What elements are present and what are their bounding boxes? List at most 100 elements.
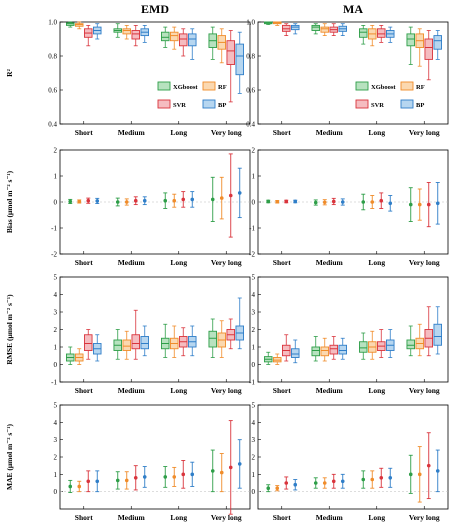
y-tick-label: 3 (252, 309, 256, 317)
box-xgboost (311, 24, 321, 31)
y-tick-label: 4 (252, 291, 256, 299)
y-tick-label: 5 (54, 274, 58, 282)
mean-point-svr (379, 476, 384, 480)
x-tick-label: Very long (409, 128, 440, 137)
panel-ma-1: -2 -1 0 1 2 Short Medium Long Very long (249, 147, 449, 267)
mean-point-bp (237, 191, 242, 195)
box-svr (178, 33, 188, 47)
mean-point-rf (219, 196, 224, 200)
legend-swatch-xgboost (157, 81, 171, 91)
legend-swatch-bp (400, 99, 414, 109)
x-tick-label: Long (368, 386, 385, 395)
box-rf (320, 26, 330, 33)
box-svr (131, 30, 140, 40)
y-tick-label: 5 (252, 402, 256, 410)
box-xgboost (160, 31, 170, 42)
y-tick-label: 1 (252, 471, 256, 479)
mean-point-xgboost (210, 469, 215, 473)
y-tick-label: 0 (252, 199, 256, 207)
mean-point-svr (133, 198, 138, 203)
mean-point-rf (322, 200, 327, 205)
mean-point-svr (228, 465, 233, 470)
box-xgboost (311, 346, 321, 357)
y-tick-label: 4 (54, 291, 58, 299)
x-tick-label: Long (368, 258, 385, 267)
mean-point-bp (95, 199, 100, 203)
x-tick-label: Long (170, 513, 187, 522)
y-axis-label: Bias (μmol m⁻² s⁻¹) (5, 170, 14, 233)
x-tick-label: Medium (316, 386, 344, 395)
box-bp (291, 348, 300, 358)
box-xgboost (406, 339, 416, 350)
y-tick-label: 1 (54, 471, 58, 479)
legend-label-bp: BP (218, 102, 226, 109)
x-tick-label: Short (273, 513, 291, 522)
mean-point-bp (388, 476, 393, 480)
x-tick-label: Medium (118, 128, 146, 137)
box-svr (83, 334, 93, 351)
mean-point-bp (95, 479, 100, 484)
y-tick-label: -2 (51, 251, 57, 259)
box-bp (433, 35, 443, 50)
x-tick-label: Medium (118, 513, 146, 522)
x-tick-label: Long (368, 513, 385, 522)
y-tick-label: 4 (54, 419, 58, 427)
mean-point-svr (181, 472, 186, 477)
y-tick-label: 3 (54, 309, 58, 317)
legend: XGboost RF SVR BP (355, 81, 425, 109)
mean-point-bp (388, 201, 393, 206)
box-xgboost (208, 330, 217, 348)
x-tick-label: Medium (118, 386, 146, 395)
mean-point-rf (77, 199, 82, 204)
x-tick-label: Long (170, 386, 187, 395)
x-tick-label: Very long (211, 258, 242, 267)
mean-point-xgboost (68, 199, 73, 204)
mean-point-rf (275, 486, 280, 491)
y-tick-label: -1 (249, 379, 255, 387)
box-rf (122, 28, 131, 35)
y-tick-label: 5 (252, 274, 256, 282)
y-tick-label: -1 (249, 225, 255, 233)
y-tick-label: 1.0 (246, 19, 255, 27)
mean-point-svr (284, 199, 289, 204)
mean-point-bp (293, 199, 298, 204)
y-tick-label: 1.0 (48, 19, 57, 27)
box-svr (424, 38, 434, 60)
box-xgboost (359, 341, 368, 353)
y-tick-label: 1 (54, 344, 58, 352)
x-tick-label: Short (273, 258, 291, 267)
column-title-emd: EMD (141, 2, 169, 16)
y-axis-label: RMSE (μmol m⁻² s⁻¹) (5, 294, 14, 365)
mean-point-bp (435, 201, 440, 206)
y-tick-label: 0 (252, 488, 256, 496)
x-tick-label: Very long (409, 258, 440, 267)
legend: XGboost RF SVR BP (157, 81, 227, 109)
mean-point-xgboost (68, 484, 73, 489)
mean-point-svr (426, 463, 431, 468)
box-svr (329, 344, 339, 355)
legend-label-rf: RF (416, 84, 425, 91)
y-tick-label: 3 (252, 436, 256, 444)
x-tick-label: Long (170, 128, 187, 137)
box-svr (377, 28, 386, 38)
mean-point-xgboost (115, 478, 120, 483)
mean-point-svr (86, 479, 91, 484)
mean-point-svr (331, 199, 336, 204)
mean-point-xgboost (361, 477, 366, 482)
legend-swatch-rf (202, 81, 216, 91)
x-tick-label: Very long (211, 386, 242, 395)
x-tick-label: Short (273, 386, 291, 395)
panel-ma-3: 0 1 2 3 4 5 Short Medium Long Very long (252, 402, 449, 522)
panel-emd-3: 0 1 2 3 4 5 MAE (μmol m⁻² s⁻¹) Short Medium Long V… (5, 402, 251, 522)
mean-point-bp (142, 198, 147, 203)
mean-point-rf (370, 200, 375, 204)
mean-point-rf (172, 475, 177, 479)
y-tick-label: 2 (54, 454, 58, 462)
mean-point-svr (284, 481, 289, 485)
legend-swatch-svr (157, 99, 171, 109)
mean-point-svr (331, 479, 336, 484)
y-tick-label: 2 (54, 147, 58, 155)
mean-point-xgboost (266, 486, 271, 491)
y-tick-label: 0.6 (246, 87, 255, 95)
